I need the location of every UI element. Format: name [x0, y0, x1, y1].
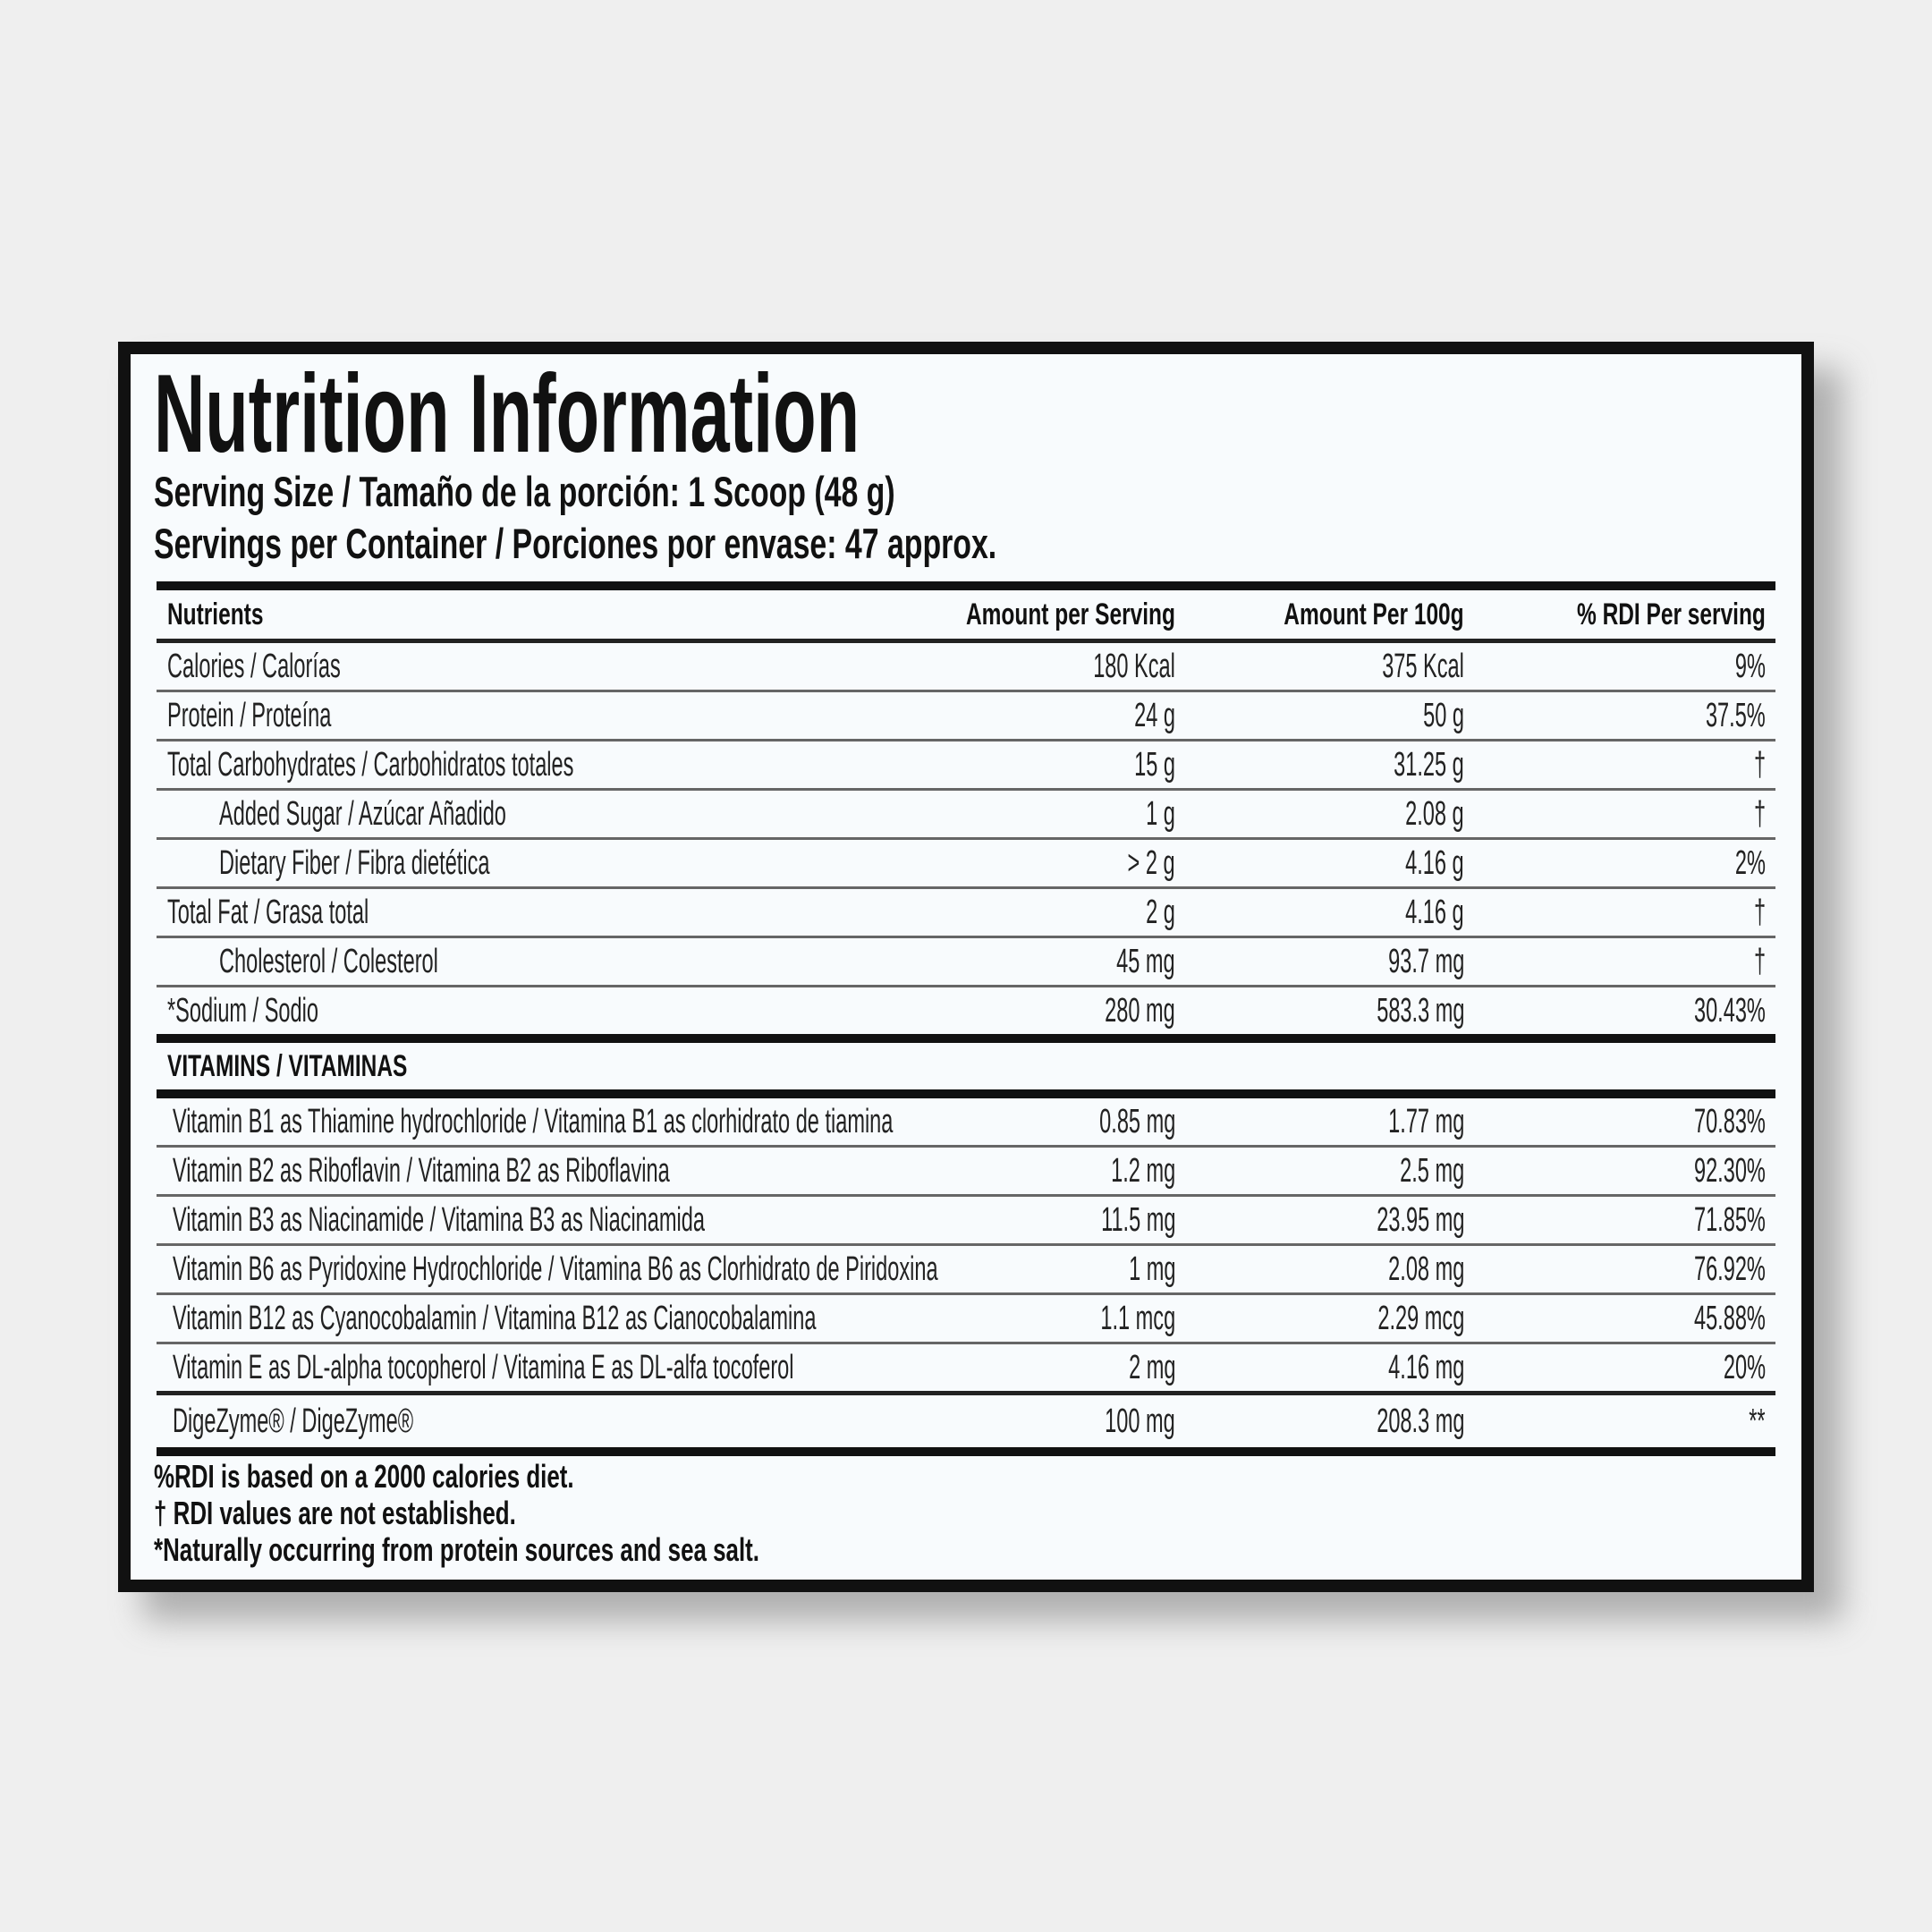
rdi-percent: 92.30% [1694, 1151, 1766, 1190]
amount-per-serving: 280 mg [1105, 991, 1175, 1030]
divider-thick [157, 1447, 1775, 1456]
footnotes: %RDI is based on a 2000 calories diet. †… [154, 1458, 995, 1568]
amount-per-100g: 208.3 mg [1376, 1402, 1464, 1440]
rdi-percent: 45.88% [1694, 1299, 1766, 1337]
header-nutrients: Nutrients [167, 597, 264, 631]
nutrient-name: Vitamin B1 as Thiamine hydrochloride / V… [173, 1102, 894, 1140]
nutrient-name: Cholesterol / Colesterol [219, 942, 438, 980]
nutrient-name: DigeZyme® / DigeZyme® [173, 1402, 414, 1440]
amount-per-100g: 4.16 g [1405, 843, 1464, 882]
table-row: DigeZyme® / DigeZyme® 100 mg 208.3 mg ** [157, 1395, 1775, 1447]
amount-per-serving: 15 g [1134, 745, 1175, 784]
rdi-percent: 70.83% [1694, 1102, 1766, 1140]
rdi-percent: 9% [1734, 647, 1766, 685]
header-amount-per-serving: Amount per Serving [966, 597, 1175, 631]
amount-per-100g: 1.77 mg [1387, 1102, 1464, 1140]
rdi-percent: † [1753, 893, 1766, 931]
table-row: Total Carbohydrates / Carbohidratos tota… [157, 741, 1775, 791]
nutrition-label-panel [118, 342, 1814, 1592]
divider-thick [157, 1089, 1775, 1098]
table-row: Vitamin E as DL-alpha tocopherol / Vitam… [157, 1344, 1775, 1395]
amount-per-serving: 24 g [1134, 696, 1175, 734]
amount-per-serving: 11.5 mg [1100, 1200, 1175, 1239]
amount-per-100g: 2.29 mcg [1377, 1299, 1464, 1337]
servings-per-container: Servings per Container / Porciones por e… [154, 520, 997, 567]
rdi-percent: † [1753, 745, 1766, 784]
table-row: Added Sugar / Azúcar Añadido 1 g 2.08 g † [157, 791, 1775, 840]
rdi-percent: 30.43% [1694, 991, 1766, 1030]
amount-per-serving: 180 Kcal [1093, 647, 1175, 685]
nutrient-name: *Sodium / Sodio [167, 991, 318, 1030]
nutrient-name: Total Carbohydrates / Carbohidratos tota… [167, 745, 574, 784]
nutrient-name: Added Sugar / Azúcar Añadido [219, 794, 506, 833]
amount-per-serving: 1 g [1146, 794, 1175, 833]
nutrient-name: Calories / Calorías [167, 647, 341, 685]
amount-per-100g: 2.08 g [1405, 794, 1464, 833]
rdi-percent: 37.5% [1706, 696, 1766, 734]
table-row: Vitamin B12 as Cyanocobalamin / Vitamina… [157, 1295, 1775, 1344]
nutrient-name: Vitamin B12 as Cyanocobalamin / Vitamina… [173, 1299, 817, 1337]
table-row: Vitamin B1 as Thiamine hydrochloride / V… [157, 1098, 1775, 1148]
vitamins-header: VITAMINS / VITAMINAS [157, 1043, 1775, 1089]
amount-per-100g: 2.5 mg [1399, 1151, 1464, 1190]
header-rdi: % RDI Per serving [1577, 597, 1766, 631]
amount-per-serving: 2 g [1146, 893, 1175, 931]
amount-per-serving: 1.1 mcg [1100, 1299, 1175, 1337]
amount-per-serving: 1 mg [1128, 1250, 1175, 1288]
amount-per-serving: 100 mg [1105, 1402, 1175, 1440]
footnote-rdi-basis: %RDI is based on a 2000 calories diet. [154, 1458, 574, 1495]
table-row: Total Fat / Grasa total 2 g 4.16 g † [157, 889, 1775, 938]
amount-per-100g: 4.16 g [1405, 893, 1464, 931]
amount-per-100g: 583.3 mg [1376, 991, 1464, 1030]
nutrient-name: Dietary Fiber / Fibra dietética [219, 843, 490, 882]
rdi-percent: 76.92% [1694, 1250, 1766, 1288]
vitamins-header-label: VITAMINS / VITAMINAS [167, 1048, 408, 1083]
amount-per-100g: 4.16 mg [1387, 1348, 1464, 1386]
table-row: *Sodium / Sodio 280 mg 583.3 mg 30.43% [157, 987, 1775, 1034]
table-row: Cholesterol / Colesterol 45 mg 93.7 mg † [157, 938, 1775, 987]
table-row: Vitamin B6 as Pyridoxine Hydrochloride /… [157, 1246, 1775, 1295]
table-row: Vitamin B2 as Riboflavin / Vitamina B2 a… [157, 1148, 1775, 1197]
amount-per-serving: 2 mg [1128, 1348, 1175, 1386]
serving-size: Serving Size / Tamaño de la porción: 1 S… [154, 468, 895, 515]
rdi-percent: 71.85% [1694, 1200, 1766, 1239]
nutrient-name: Total Fat / Grasa total [167, 893, 369, 931]
table-row: Dietary Fiber / Fibra dietética > 2 g 4.16… [157, 840, 1775, 889]
amount-per-serving: 0.85 mg [1098, 1102, 1175, 1140]
rdi-percent: ** [1749, 1402, 1766, 1440]
amount-per-100g: 31.25 g [1394, 745, 1464, 784]
table-row: Protein / Proteína 24 g 50 g 37.5% [157, 692, 1775, 741]
divider-thick [157, 581, 1775, 590]
rdi-percent: 20% [1723, 1348, 1766, 1386]
footnote-rdi-not-established: † RDI values are not established. [154, 1495, 516, 1531]
rdi-percent: † [1753, 942, 1766, 980]
nutrient-name: Vitamin B6 as Pyridoxine Hydrochloride /… [173, 1250, 938, 1288]
amount-per-100g: 93.7 mg [1387, 942, 1464, 980]
divider-thick [157, 1034, 1775, 1043]
nutrient-name: Vitamin B2 as Riboflavin / Vitamina B2 a… [173, 1151, 670, 1190]
table-header-row: Nutrients Amount per Serving Amount Per … [157, 590, 1775, 643]
header-amount-per-100g: Amount Per 100g [1284, 597, 1464, 631]
footnote-naturally-occurring: *Naturally occurring from protein source… [154, 1531, 760, 1568]
amount-per-100g: 2.08 mg [1387, 1250, 1464, 1288]
amount-per-100g: 375 Kcal [1382, 647, 1464, 685]
nutrition-table: Nutrients Amount per Serving Amount Per … [157, 581, 1775, 1456]
rdi-percent: † [1753, 794, 1766, 833]
nutrient-name: Vitamin E as DL-alpha tocopherol / Vitam… [173, 1348, 794, 1386]
amount-per-serving: 45 mg [1116, 942, 1175, 980]
table-row: Vitamin B3 as Niacinamide / Vitamina B3 … [157, 1197, 1775, 1246]
label-title: Nutrition Information [154, 352, 860, 476]
amount-per-serving: > 2 g [1127, 843, 1175, 882]
amount-per-100g: 23.95 mg [1376, 1200, 1464, 1239]
rdi-percent: 2% [1734, 843, 1766, 882]
nutrient-name: Protein / Proteína [167, 696, 332, 734]
amount-per-serving: 1.2 mg [1110, 1151, 1175, 1190]
amount-per-100g: 50 g [1423, 696, 1464, 734]
nutrient-name: Vitamin B3 as Niacinamide / Vitamina B3 … [173, 1200, 705, 1239]
table-row: Calories / Calorías 180 Kcal 375 Kcal 9% [157, 643, 1775, 692]
